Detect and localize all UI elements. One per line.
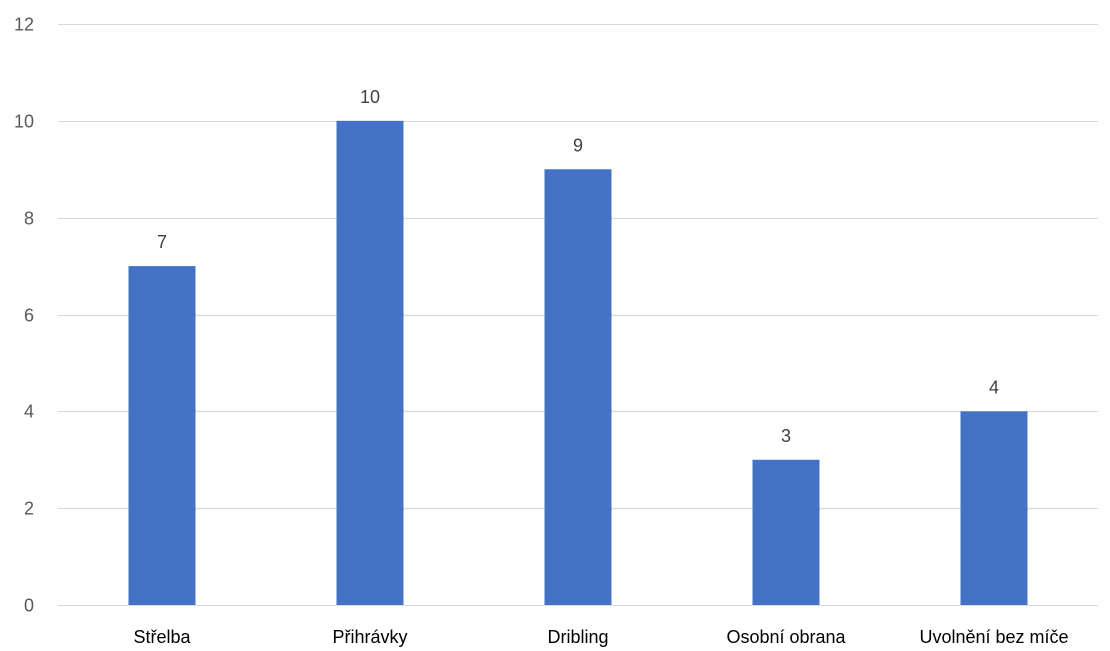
category-label: Přihrávky bbox=[332, 627, 407, 647]
bar bbox=[544, 169, 612, 605]
category-label: Střelba bbox=[133, 627, 191, 647]
y-tick-label: 2 bbox=[24, 499, 34, 519]
bars bbox=[128, 120, 1028, 605]
y-axis-ticks: 0 2 4 6 8 10 12 bbox=[14, 15, 34, 616]
bar bbox=[960, 411, 1028, 605]
y-tick-label: 12 bbox=[14, 15, 34, 35]
category-label: Uvolnění bez míče bbox=[919, 627, 1068, 647]
data-labels: 7 10 9 3 4 bbox=[157, 87, 999, 446]
y-tick-label: 6 bbox=[24, 306, 34, 326]
data-label: 7 bbox=[157, 232, 167, 252]
category-label: Osobní obrana bbox=[726, 627, 846, 647]
x-axis-categories: Střelba Přihrávky Dribling Osobní obrana Uvo… bbox=[133, 627, 1068, 647]
data-label: 9 bbox=[573, 135, 583, 155]
y-tick-label: 8 bbox=[24, 209, 34, 229]
category-label: Dribling bbox=[547, 627, 608, 647]
y-tick-label: 4 bbox=[24, 402, 34, 422]
y-tick-label: 0 bbox=[24, 596, 34, 616]
data-label: 4 bbox=[989, 377, 999, 397]
bar bbox=[336, 120, 404, 605]
data-label: 10 bbox=[360, 87, 380, 107]
y-tick-label: 10 bbox=[14, 112, 34, 132]
bar bbox=[128, 266, 196, 605]
data-label: 3 bbox=[781, 426, 791, 446]
bar bbox=[752, 459, 820, 605]
